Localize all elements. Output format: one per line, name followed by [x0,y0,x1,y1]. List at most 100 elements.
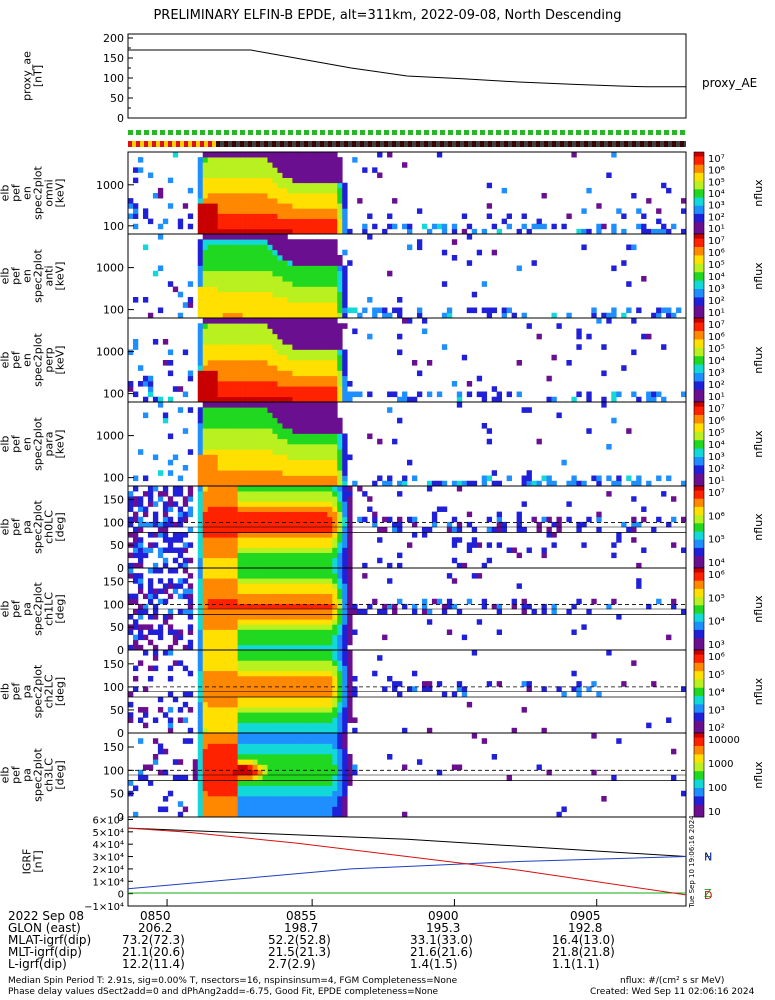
heatmap-cell-p2 [257,655,263,661]
heatmap-cell-s2 [287,281,293,287]
heatmap-cell-s2 [242,244,248,251]
colorbar-swatch-s2 [694,252,704,256]
heatmap-cell-p1 [282,593,288,600]
heatmap-cell-p1 [207,629,214,635]
heatmap-cell-s1 [302,162,308,168]
heatmap-cell-s1 [242,208,248,214]
heatmap-cell-p1 [232,624,238,630]
heatmap-cell-p1 [342,568,348,574]
heatmap-cell-s4 [397,417,403,424]
heatmap-cell-s2 [501,312,507,319]
heatmap-cell-s3 [197,360,204,366]
heatmap-cell-p1 [312,593,318,600]
heatmap-cell-s4 [342,459,348,466]
heatmap-cell-p0 [232,501,238,507]
heatmap-cell-s3 [297,344,303,350]
heatmap-cell-s4 [287,402,293,408]
heatmap-cell-s1 [297,172,303,178]
heatmap-cell-s4 [197,454,204,461]
heatmap-cell-s3 [237,365,243,371]
heatmap-cell-s4 [177,407,184,413]
colorbar-swatch-p1 [694,619,704,622]
heatmap-cell-s2 [197,291,204,298]
heatmap-cell-p0 [237,511,243,518]
heatmap-cell-p0 [307,496,313,502]
heatmap-cell-s3 [332,323,338,329]
heatmap-cell-p2 [342,675,348,682]
heatmap-cell-p2 [302,701,308,708]
heatmap-cell-s3 [272,333,278,340]
heatmap-cell-p2 [232,650,238,656]
heatmap-cell-p0 [272,537,278,543]
colorbar-swatch-p2 [694,672,704,676]
colorbar-swatch-p0 [694,531,704,534]
heatmap-cell-s2 [307,270,313,277]
heatmap-cell-s3 [277,360,283,366]
heatmap-cell-p0 [347,496,353,502]
heatmap-cell-p1 [227,568,233,574]
heatmap-cell-p0 [317,511,323,518]
heatmap-cell-p1 [322,583,328,589]
heatmap-cell-s1 [147,218,154,225]
heatmap-cell-p3 [137,769,144,776]
heatmap-cell-s2 [202,281,209,287]
heatmap-cell-s2 [207,312,214,319]
heatmap-cell-p0 [212,547,219,553]
heatmap-cell-p3 [128,780,134,786]
heatmap-cell-p2 [322,717,328,723]
heatmap-cell-s1 [132,203,139,209]
heatmap-cell-p2 [596,691,602,698]
heatmap-cell-s2 [237,270,243,277]
heatmap-cell-s2 [217,291,224,298]
heatmap-cell-s2 [277,249,283,256]
heatmap-cell-p2 [237,670,243,677]
heatmap-cell-s4 [352,480,358,487]
heatmap-cell-s3 [252,365,258,371]
heatmap-cell-s1 [257,228,263,235]
heatmap-cell-p2 [222,707,228,713]
heatmap-cell-p2 [352,717,358,723]
heatmap-cell-s2 [267,291,273,298]
heatmap-cell-s3 [287,318,293,324]
heatmap-cell-s2 [247,265,253,272]
quality-bar-green-segment [328,130,333,135]
heatmap-cell-s1 [317,203,323,209]
heatmap-cell-p0 [267,532,273,538]
heatmap-cell-p0 [177,516,184,523]
heatmap-cell-p1 [287,573,293,579]
heatmap-cell-p1 [128,629,134,635]
heatmap-cell-p2 [342,660,348,666]
heatmap-cell-s2 [322,244,328,251]
heatmap-cell-s3 [242,381,248,387]
heatmap-cell-s3 [242,370,248,377]
heatmap-cell-p0 [526,547,532,553]
heatmap-cell-p0 [541,547,547,553]
heatmap-cell-s3 [327,344,333,350]
heatmap-cell-p1 [267,598,273,605]
heatmap-cell-p0 [611,552,617,559]
heatmap-cell-s4 [292,438,298,445]
heatmap-cell-s2 [207,234,214,240]
heatmap-cell-p1 [342,619,348,625]
heatmap-cell-p1 [262,603,268,610]
heatmap-cell-p2 [322,665,328,672]
heatmap-cell-p0 [337,547,343,553]
colorbar-swatch-s4 [694,406,704,409]
heatmap-cell-s2 [282,270,288,277]
heatmap-cell-p0 [267,547,273,553]
heatmap-cell-s1 [257,213,263,219]
heatmap-cell-p1 [297,578,303,584]
heatmap-cell-s4 [257,449,263,455]
heatmap-cell-p1 [242,583,248,589]
heatmap-cell-p1 [212,619,219,625]
heatmap-cell-s1 [222,177,228,184]
heatmap-cell-p2 [232,722,238,729]
heatmap-cell-s2 [307,249,313,256]
heatmap-cell-p0 [167,506,174,512]
heatmap-cell-p2 [202,701,209,708]
heatmap-cell-s4 [262,480,268,487]
plot-title: PRELIMINARY ELFIN-B EPDE, alt=311km, 202… [153,8,622,23]
heatmap-cell-p3 [172,759,179,765]
heatmap-cell-p0 [292,496,298,502]
heatmap-cell-s2 [441,281,448,287]
